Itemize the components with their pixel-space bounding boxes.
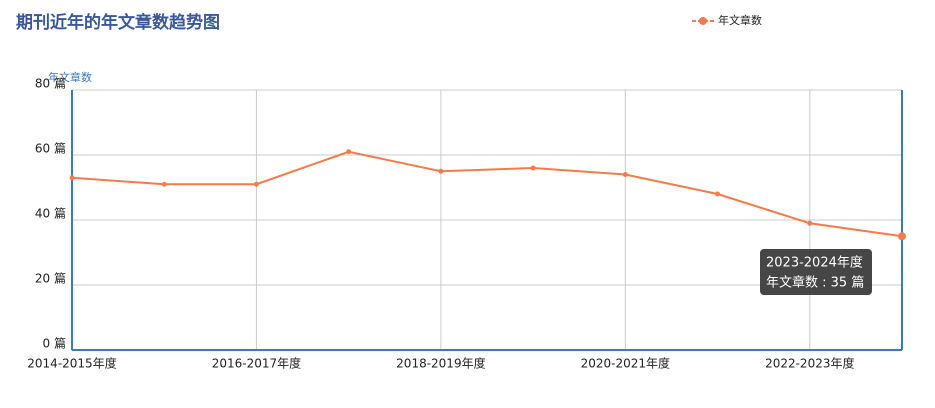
point (530, 165, 536, 171)
x-tick-label: 2018-2019年度 (396, 356, 485, 371)
x-tick-label: 2014-2015年度 (27, 356, 116, 371)
x-tick-label: 2020-2021年度 (581, 356, 670, 371)
point (438, 168, 444, 174)
y-tick-label: 20 篇 (35, 271, 66, 286)
point (346, 149, 352, 155)
point (253, 181, 259, 187)
chart-title: 期刊近年的年文章数趋势图 (16, 12, 220, 33)
series-line (71, 150, 903, 238)
y-tick-label: 80 篇 (35, 76, 66, 91)
point (807, 220, 813, 226)
point (898, 232, 906, 241)
x-tick-label: 2016-2017年度 (212, 356, 301, 371)
legend-marker (699, 17, 707, 25)
x-tick-label: 2022-2023年度 (765, 356, 854, 371)
y-axis-label: 年文章数 (48, 70, 92, 84)
tooltip-text: 年文章数 : 35 篇 (766, 275, 864, 291)
y-tick-label: 60 篇 (35, 141, 66, 156)
point (161, 181, 167, 187)
point (69, 175, 75, 181)
point (715, 191, 721, 197)
legend-label: 年文章数 (718, 13, 762, 27)
tooltip-title: 2023-2024年度 (766, 255, 863, 271)
y-tick-label: 0 篇 (43, 336, 66, 351)
point (622, 172, 628, 177)
y-tick-label: 40 篇 (35, 206, 66, 221)
tooltip-box (760, 249, 872, 295)
